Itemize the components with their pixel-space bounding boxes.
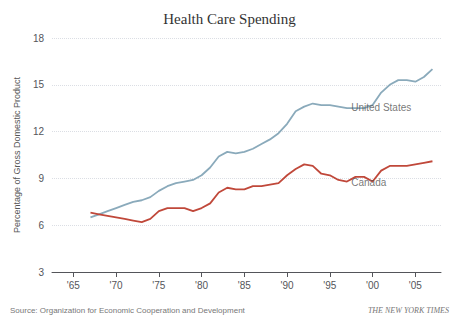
svg-text:'95: '95 <box>323 280 336 291</box>
svg-text:'70: '70 <box>110 280 123 291</box>
svg-text:6: 6 <box>38 220 44 231</box>
svg-text:18: 18 <box>33 33 45 44</box>
svg-text:THE NEW YORK TIMES: THE NEW YORK TIMES <box>368 306 449 315</box>
svg-text:'85: '85 <box>238 280 251 291</box>
svg-text:United States: United States <box>351 102 411 113</box>
svg-text:'65: '65 <box>67 280 80 291</box>
svg-text:9: 9 <box>38 173 44 184</box>
svg-text:'05: '05 <box>409 280 422 291</box>
svg-text:'90: '90 <box>281 280 294 291</box>
svg-text:3: 3 <box>38 267 44 278</box>
svg-text:Canada: Canada <box>351 177 386 188</box>
svg-text:'00: '00 <box>366 280 379 291</box>
svg-text:'80: '80 <box>195 280 208 291</box>
svg-text:12: 12 <box>33 126 45 137</box>
svg-text:15: 15 <box>33 79 45 90</box>
svg-text:'75: '75 <box>152 280 165 291</box>
svg-text:Percentage of Gross Domestic P: Percentage of Gross Domestic Product <box>12 76 22 233</box>
svg-text:Source: Organization for Econo: Source: Organization for Economic Cooper… <box>10 306 246 315</box>
svg-text:Health Care Spending: Health Care Spending <box>163 11 296 27</box>
